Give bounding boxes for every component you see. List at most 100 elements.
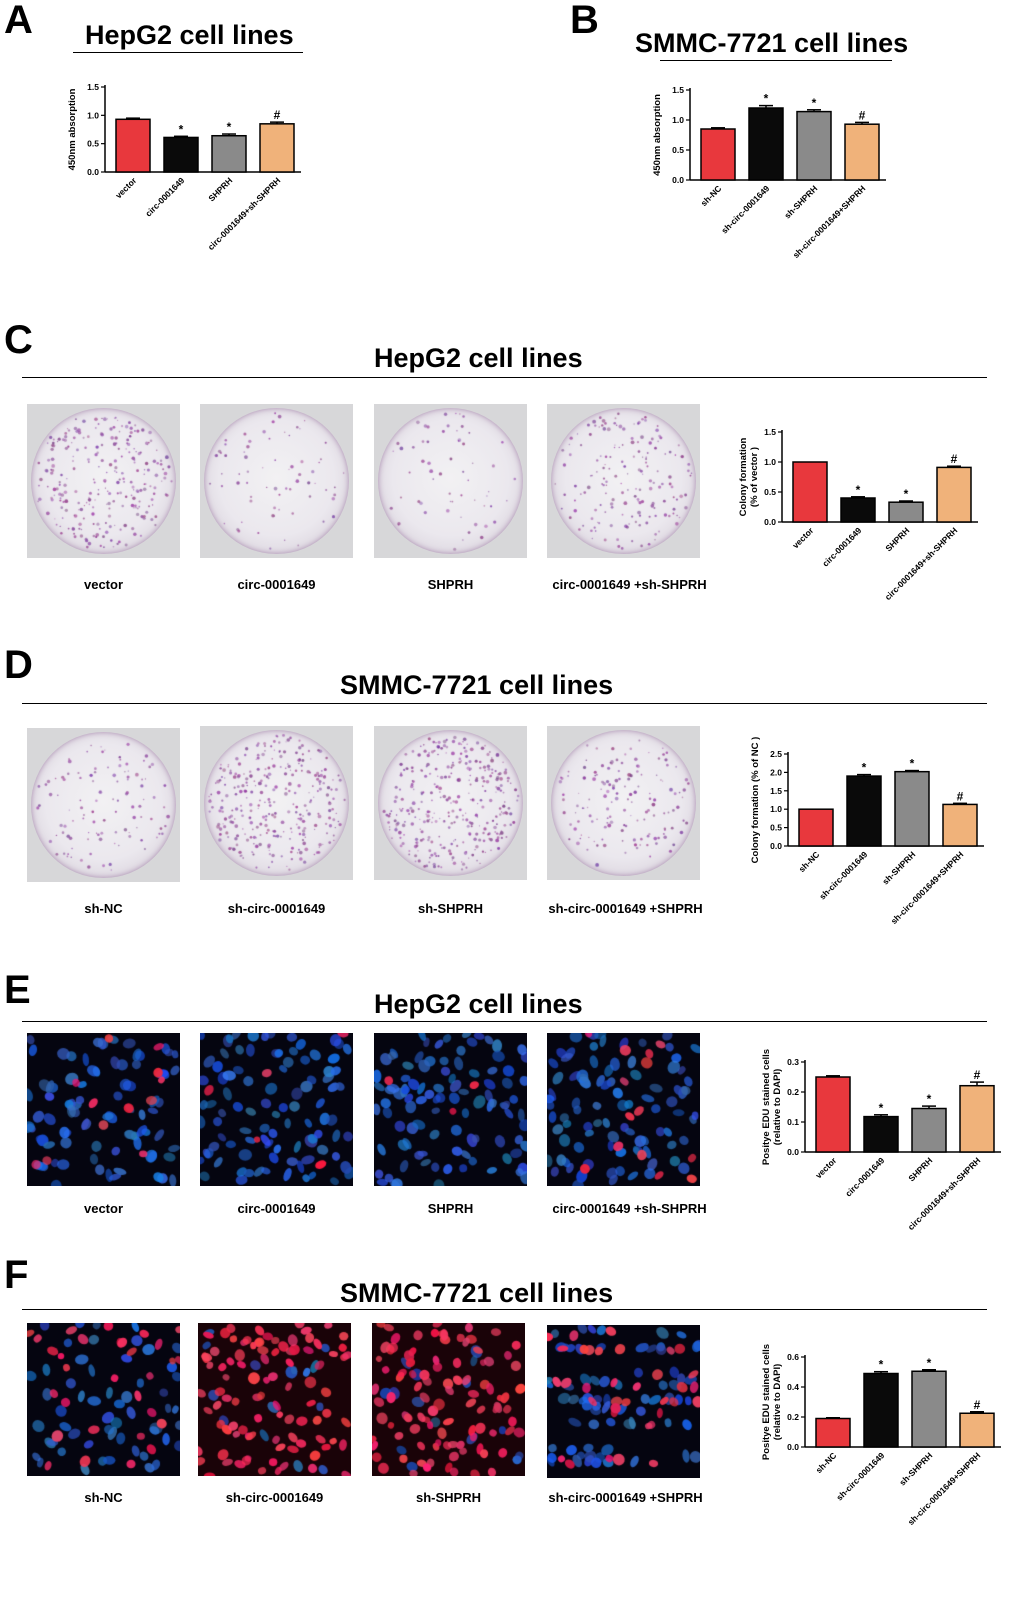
bar <box>863 1372 899 1448</box>
colony-dish-image <box>374 404 527 558</box>
colony-dish-image <box>200 726 353 880</box>
image-caption: circ-0001649 <box>237 1201 316 1216</box>
y-tick-label: 0.0 <box>764 517 776 527</box>
x-tick-label: sh-SHPRH <box>880 849 917 886</box>
panel-letter-d: D <box>4 643 33 687</box>
x-tick-label: sh-NC <box>814 1450 839 1475</box>
significance-marker: # <box>957 789 964 803</box>
x-tick-label: circ-0001649 <box>843 1155 886 1198</box>
x-tick-label: sh-circ-0001649 <box>834 1450 886 1502</box>
panel-e-title-rule <box>22 1021 987 1022</box>
panel-f-title-rule <box>22 1309 987 1310</box>
bar <box>936 466 972 523</box>
y-tick-label: 0.2 <box>787 1412 799 1422</box>
panel-b-title: SMMC-7721 cell lines <box>635 28 909 58</box>
x-tick-label: vector <box>113 175 139 201</box>
y-tick-label: 0.1 <box>787 1117 799 1127</box>
y-axis-label: Positye EDU stained cells <box>761 1049 772 1165</box>
image-caption: SHPRH <box>427 1201 474 1216</box>
edu-stain-micrograph <box>198 1323 351 1476</box>
y-tick-label: 0.6 <box>787 1352 799 1362</box>
panel-c-title: HepG2 cell lines <box>374 343 583 373</box>
significance-marker: * <box>927 1356 932 1370</box>
y-tick-label: 0.4 <box>787 1382 799 1392</box>
significance-marker: * <box>856 483 861 497</box>
y-tick-label: 1.0 <box>672 115 684 125</box>
significance-marker: * <box>227 120 232 134</box>
y-axis-label-line2: (% of vector ) <box>749 447 760 507</box>
y-axis-label: Colony formation <box>738 437 749 516</box>
significance-marker: # <box>274 108 281 122</box>
bar <box>815 1076 851 1153</box>
x-tick-label: SHPRH <box>883 525 911 553</box>
bar <box>959 1084 995 1153</box>
significance-marker: * <box>764 92 769 106</box>
y-tick-label: 0.2 <box>787 1087 799 1097</box>
bar <box>846 775 882 847</box>
panel-e-bar-chart: 0.0 0.1 0.2 0.3 Positye EDU stained cells (re… <box>761 1049 1001 1232</box>
bar <box>163 136 199 173</box>
panel-c-bar-chart: 0.0 0.5 1.0 1.5 Colony formation (% of vector… <box>738 427 978 602</box>
x-tick-label: SHPRH <box>206 175 234 203</box>
y-tick-label: 0.0 <box>787 1147 799 1157</box>
bar <box>259 123 295 173</box>
x-tick-label: sh-SHPRH <box>782 183 819 220</box>
panel-letter-a: A <box>4 0 33 42</box>
y-tick-label: 1.5 <box>87 82 99 92</box>
image-caption: sh-circ-0001649 +SHPRH <box>548 1490 703 1505</box>
x-tick-label: vector <box>790 525 816 551</box>
colony-dish-image <box>374 726 527 880</box>
y-tick-label: 1.0 <box>764 457 776 467</box>
edu-stain-micrograph <box>200 1033 353 1186</box>
x-tick-label: circ-0001649 <box>143 175 186 218</box>
panel-letter-b: B <box>570 0 599 42</box>
panel-letter-e: E <box>4 968 31 1012</box>
edu-stain-micrograph <box>27 1033 180 1186</box>
bar <box>211 134 247 173</box>
y-axis-label: Colony formation (% of NC ) <box>750 737 761 864</box>
significance-marker: * <box>862 761 867 775</box>
edu-stain-micrograph <box>547 1033 700 1186</box>
bar <box>911 1107 947 1153</box>
y-tick-label: 0.0 <box>770 841 782 851</box>
y-tick-label: 0.0 <box>672 175 684 185</box>
significance-marker: * <box>927 1092 932 1106</box>
y-axis-label: 450nm absorption <box>67 88 78 170</box>
colony-dish-image <box>547 726 700 880</box>
panel-a-title-rule <box>73 52 303 53</box>
significance-marker: * <box>179 122 184 136</box>
significance-marker: * <box>904 487 909 501</box>
y-tick-label: 0.5 <box>764 487 776 497</box>
panel-letter-c: C <box>4 318 33 362</box>
significance-marker: * <box>879 1101 884 1115</box>
edu-stain-micrograph <box>27 1323 180 1476</box>
y-tick-label: 1.5 <box>770 786 782 796</box>
colony-dish-image <box>27 404 180 558</box>
bar <box>115 118 151 173</box>
significance-marker: # <box>974 1398 981 1412</box>
y-tick-label: 1.0 <box>87 110 99 120</box>
colony-dish-image <box>200 404 353 558</box>
bar <box>911 1370 947 1448</box>
panel-letter-f: F <box>4 1253 29 1297</box>
y-axis-label-line2: (relative to DAPI) <box>772 1069 783 1146</box>
significance-marker: # <box>974 1068 981 1082</box>
panel-b-title-rule <box>660 60 892 61</box>
panel-f-title: SMMC-7721 cell lines <box>340 1278 614 1308</box>
y-tick-label: 0.0 <box>87 167 99 177</box>
y-tick-label: 0.3 <box>787 1057 799 1067</box>
panel-c-title-rule <box>22 377 987 378</box>
panel-d-title-rule <box>22 703 987 704</box>
edu-stain-micrograph <box>374 1033 527 1186</box>
panel-a-bar-chart: 0.0 0.5 1.0 1.5 450nm absorption vector * circ-… <box>67 82 301 252</box>
y-tick-label: 0.0 <box>787 1442 799 1452</box>
panel-d-bar-chart: 0.0 0.5 1.0 1.5 2.0 2.5 Colony formation (% of… <box>750 737 984 926</box>
x-tick-label: sh-SHPRH <box>897 1450 934 1487</box>
bar <box>894 770 930 847</box>
bar <box>748 107 784 181</box>
y-tick-label: 0.5 <box>87 139 99 149</box>
x-tick-label: SHPRH <box>906 1155 934 1183</box>
image-caption: sh-circ-0001649 <box>225 1490 324 1505</box>
colony-dish-image <box>27 728 180 882</box>
y-axis-label: 450nm absorption <box>652 94 663 176</box>
